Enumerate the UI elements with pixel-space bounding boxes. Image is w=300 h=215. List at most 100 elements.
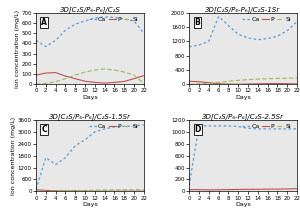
P xyxy=(83,190,87,192)
Ca xyxy=(132,125,136,127)
Ca xyxy=(217,15,220,18)
P xyxy=(74,190,77,192)
Si xyxy=(122,71,126,73)
Si xyxy=(256,190,260,192)
Si xyxy=(34,190,38,193)
Si xyxy=(44,82,48,85)
Ca xyxy=(83,20,87,22)
P xyxy=(34,189,38,191)
Ca xyxy=(93,131,97,133)
Line: Ca: Ca xyxy=(189,17,297,47)
P xyxy=(83,80,87,83)
Line: Si: Si xyxy=(36,190,144,191)
Si xyxy=(246,78,250,81)
Ca xyxy=(64,29,67,32)
Si xyxy=(44,190,48,192)
Ca xyxy=(236,125,240,128)
P xyxy=(64,75,67,77)
Ca xyxy=(285,29,289,32)
Si xyxy=(256,78,260,80)
Ca xyxy=(187,184,191,187)
Si xyxy=(112,69,116,71)
Ca xyxy=(74,23,77,25)
Si xyxy=(207,190,211,192)
Text: C: C xyxy=(41,125,47,134)
Si xyxy=(74,74,77,76)
Ca xyxy=(83,138,87,141)
Si xyxy=(132,188,136,191)
Title: 3D[C₂S/P₆-P₆]/C₂S-1Sr: 3D[C₂S/P₆-P₆]/C₂S-1Sr xyxy=(206,6,281,12)
Y-axis label: Ion concentration (mg/L): Ion concentration (mg/L) xyxy=(11,117,16,195)
Si xyxy=(197,190,201,192)
Text: B: B xyxy=(194,18,200,27)
Ca xyxy=(112,16,116,19)
Si xyxy=(54,80,57,83)
P xyxy=(197,188,201,191)
Si xyxy=(266,77,269,80)
Ca xyxy=(187,46,191,48)
Ca xyxy=(64,156,67,159)
Si xyxy=(142,188,146,191)
P xyxy=(266,82,269,85)
Legend: Ca, P, Si: Ca, P, Si xyxy=(242,123,292,130)
Ca xyxy=(266,127,269,130)
Line: P: P xyxy=(36,72,144,83)
Ca xyxy=(256,127,260,130)
P xyxy=(197,80,201,83)
P xyxy=(54,71,57,74)
Si xyxy=(83,189,87,192)
Ca xyxy=(44,45,48,48)
Ca xyxy=(207,125,211,127)
X-axis label: Days: Days xyxy=(235,95,251,100)
P xyxy=(226,188,230,191)
P xyxy=(207,189,211,191)
Si xyxy=(93,69,97,71)
Si xyxy=(64,77,67,80)
Si xyxy=(112,189,116,191)
Ca xyxy=(246,127,250,130)
P xyxy=(295,83,299,85)
Text: D: D xyxy=(194,125,201,134)
Title: 3D[C₂S/P₆-P₆]/C₂S-1.5Sr: 3D[C₂S/P₆-P₆]/C₂S-1.5Sr xyxy=(49,113,131,120)
P xyxy=(103,82,106,84)
P xyxy=(54,190,57,192)
P xyxy=(246,83,250,85)
Line: Ca: Ca xyxy=(36,125,144,189)
Si xyxy=(217,81,220,84)
P xyxy=(132,190,136,192)
Ca xyxy=(44,156,48,159)
Ca xyxy=(112,126,116,128)
Si xyxy=(64,189,67,192)
Ca xyxy=(122,125,126,128)
P xyxy=(187,188,191,191)
Ca xyxy=(142,124,146,126)
Si xyxy=(295,190,299,192)
Si xyxy=(74,190,77,192)
Si xyxy=(122,189,126,191)
P xyxy=(217,83,220,85)
Line: Ca: Ca xyxy=(189,126,297,185)
Si xyxy=(34,83,38,85)
Ca xyxy=(122,18,126,20)
P xyxy=(285,188,289,190)
P xyxy=(142,74,146,77)
P xyxy=(122,80,126,83)
Ca xyxy=(236,33,240,36)
Si xyxy=(83,71,87,73)
Line: Si: Si xyxy=(189,78,297,84)
Line: Ca: Ca xyxy=(36,17,144,47)
Ca xyxy=(197,125,201,127)
P xyxy=(44,72,48,74)
Ca xyxy=(256,38,260,41)
Si xyxy=(132,74,136,76)
Si xyxy=(142,82,146,85)
P xyxy=(132,77,136,80)
P xyxy=(256,188,260,190)
Y-axis label: Ion concentration (mg/L): Ion concentration (mg/L) xyxy=(15,9,20,88)
Si xyxy=(246,190,250,192)
X-axis label: Days: Days xyxy=(82,95,98,100)
Ca xyxy=(246,37,250,39)
Title: 3D[C₂S/P₆-P₆]/C₂S: 3D[C₂S/P₆-P₆]/C₂S xyxy=(59,6,120,12)
Title: 3D[C₂S/P₆-P₆]/C₂S-2.5Sr: 3D[C₂S/P₆-P₆]/C₂S-2.5Sr xyxy=(202,113,284,120)
P xyxy=(187,80,191,83)
